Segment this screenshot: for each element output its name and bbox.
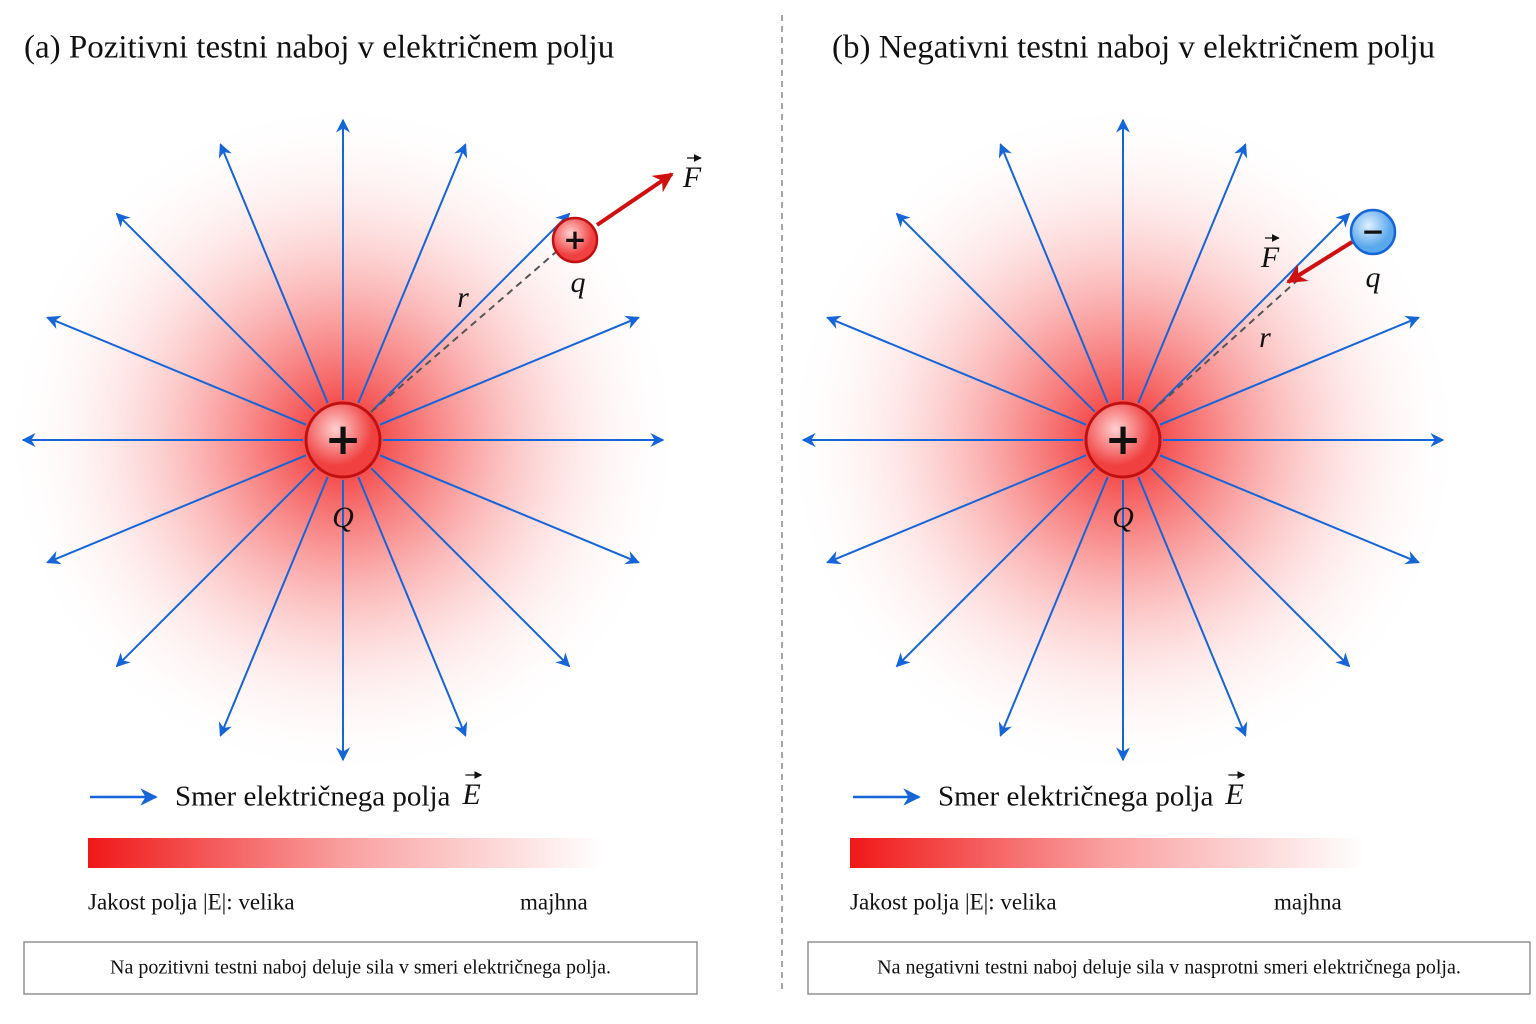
field-line	[115, 467, 316, 668]
field-line	[1150, 212, 1351, 413]
field-line	[998, 143, 1109, 404]
field-line	[46, 454, 307, 565]
field-line	[218, 476, 329, 737]
field-line	[826, 454, 1087, 565]
distance-line	[1150, 277, 1301, 413]
source-sign: +	[325, 414, 362, 465]
source-label: Q	[1112, 501, 1134, 534]
field-line	[1159, 454, 1420, 565]
distance-label: r	[457, 281, 469, 314]
distance-line	[370, 251, 557, 413]
distance-label: r	[1259, 321, 1271, 354]
legend-symbol: E	[461, 778, 480, 811]
field-line	[1137, 476, 1248, 737]
field-line	[998, 476, 1109, 737]
strength-low: majhna	[520, 889, 588, 914]
test-label: q	[1366, 261, 1381, 294]
legend-text: Smer električnega polja	[175, 781, 451, 813]
test-charge	[1349, 208, 1397, 256]
strength-bar	[88, 838, 603, 868]
field-line	[895, 212, 1096, 413]
source-charge	[304, 401, 382, 479]
field-line	[895, 467, 1096, 668]
strength-label: Jakost polja |E|: velika	[88, 889, 295, 914]
source-sign: +	[1105, 414, 1142, 465]
test-sign: +	[563, 223, 586, 256]
caption-box	[23, 941, 698, 995]
field-line	[115, 212, 316, 413]
force-label: F	[682, 161, 702, 194]
caption-box	[807, 941, 1531, 995]
field-line	[1150, 467, 1351, 668]
caption: Na pozitivni testni naboj deluje sila v …	[110, 957, 611, 979]
field-line	[46, 315, 307, 426]
field-line	[218, 143, 329, 404]
panel-title: (a) Pozitivni testni naboj v električnem…	[24, 30, 614, 66]
field-line	[357, 143, 468, 404]
strength-low: majhna	[1274, 889, 1342, 914]
strength-label: Jakost polja |E|: velika	[850, 889, 1057, 914]
field-line	[379, 454, 640, 565]
source-label: Q	[332, 501, 354, 534]
field-line	[370, 467, 571, 668]
field-line	[370, 212, 571, 413]
test-label: q	[571, 266, 586, 299]
legend-symbol: E	[1224, 778, 1243, 811]
force-arrow	[595, 172, 674, 227]
caption: Na negativni testni naboj deluje sila v …	[877, 957, 1461, 979]
panel-title: (b) Negativni testni naboj v električnem…	[832, 30, 1435, 66]
force-label: F	[1260, 241, 1280, 274]
legend-text: Smer električnega polja	[938, 781, 1214, 813]
field-line	[379, 315, 640, 426]
source-charge	[1084, 401, 1162, 479]
test-charge	[551, 216, 599, 264]
strength-bar	[850, 838, 1365, 868]
field-line	[1137, 143, 1248, 404]
field-line	[357, 476, 468, 737]
field-line	[826, 315, 1087, 426]
test-sign: −	[1361, 215, 1384, 248]
force-arrow	[1286, 240, 1354, 284]
field-line	[1159, 315, 1420, 426]
